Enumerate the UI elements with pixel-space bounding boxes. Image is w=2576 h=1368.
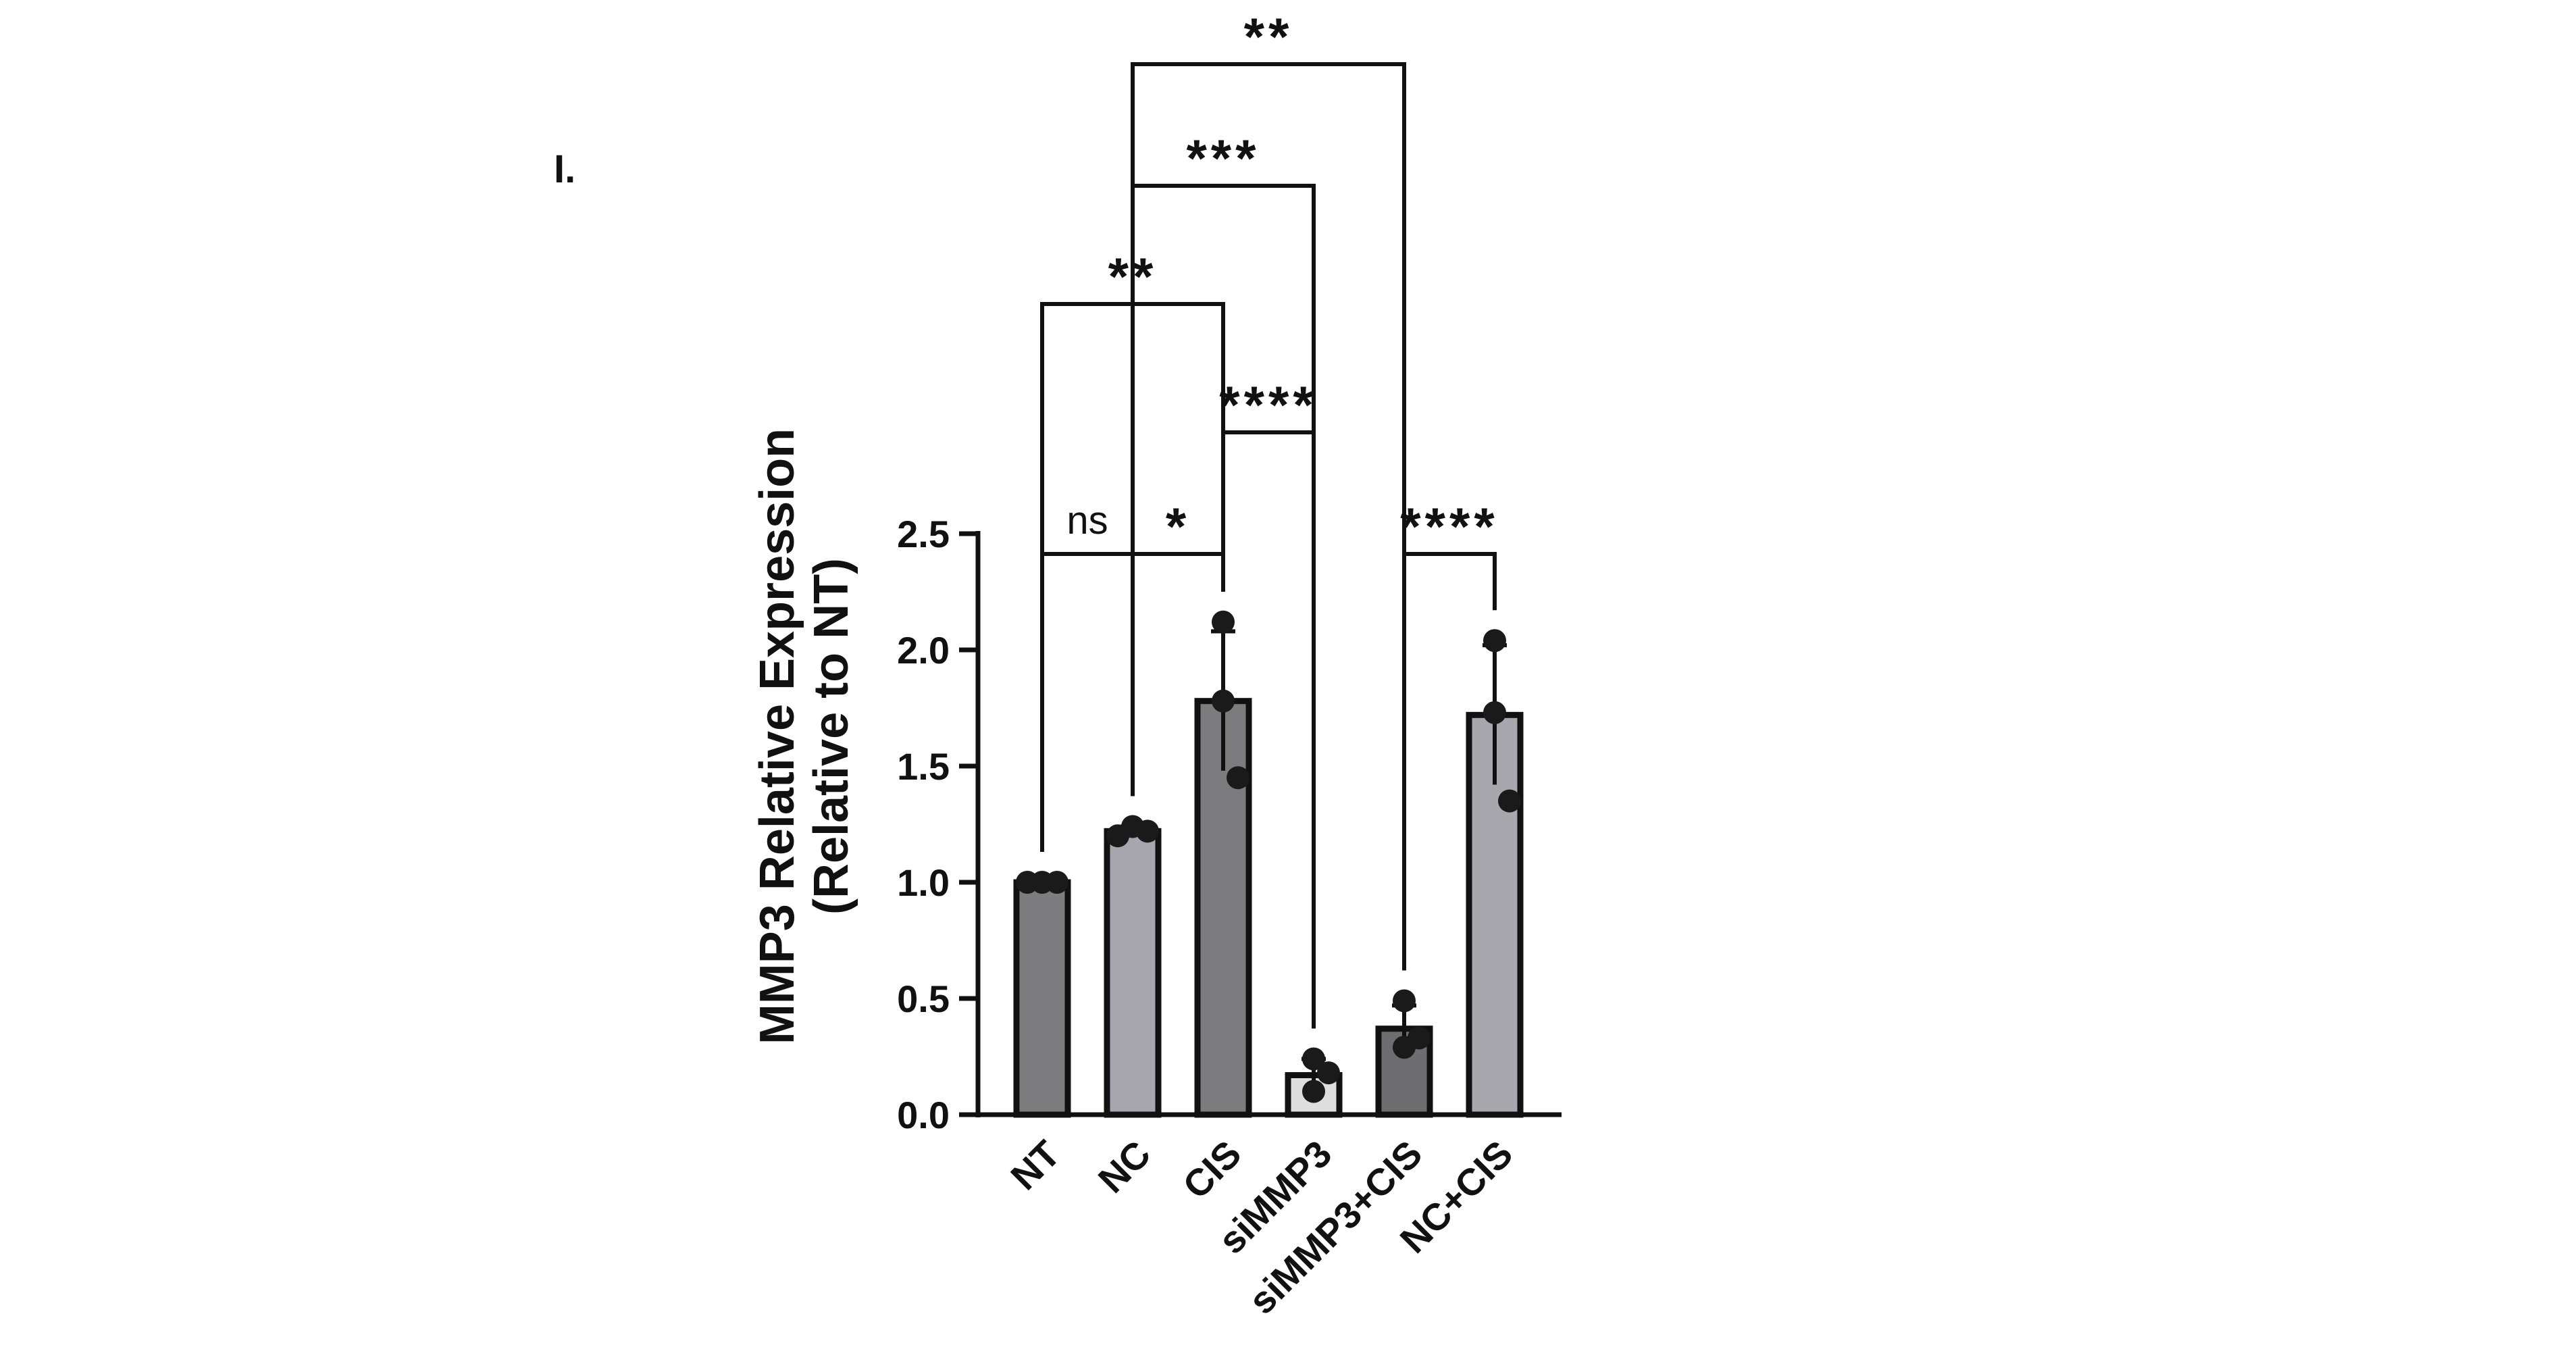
data-point-NC+CIS-1 [1483, 629, 1506, 653]
x-tick-label: NC [1090, 1132, 1159, 1201]
data-point-NC+CIS-2 [1483, 701, 1506, 724]
data-point-NT-3 [1046, 871, 1068, 894]
data-point-siMMP3+CIS-1 [1393, 989, 1416, 1013]
significance-label: * [1166, 497, 1190, 556]
data-point-siMMP3-2 [1302, 1080, 1325, 1103]
points-layer [1016, 610, 1521, 1103]
significance-label: ns [1066, 499, 1108, 542]
significance-label: **** [1400, 497, 1498, 556]
significance-label: **** [1219, 375, 1317, 434]
y-tick-label: 2.5 [897, 513, 950, 555]
bar-NC [1104, 828, 1162, 1118]
data-point-CIS-3 [1227, 766, 1250, 790]
data-point-siMMP3+CIS-3 [1408, 1026, 1431, 1050]
panel-label: I. [554, 147, 575, 191]
significance-bracket [1040, 552, 1135, 852]
data-point-siMMP3-3 [1317, 1061, 1340, 1085]
y-tick-label: 1.0 [897, 861, 950, 904]
x-tick-label: NT [1002, 1132, 1068, 1198]
bars-layer [1013, 698, 1524, 1118]
data-point-CIS-1 [1212, 610, 1235, 634]
y-axis-label-line2: (Relative to NT) [804, 558, 858, 915]
y-tick-label: 0.0 [897, 1094, 950, 1136]
bar-NT [1013, 879, 1071, 1118]
data-point-siMMP3-1 [1302, 1047, 1325, 1071]
data-point-NC+CIS-3 [1498, 789, 1521, 813]
y-tick-label: 2.0 [897, 629, 950, 672]
data-point-NC-3 [1136, 819, 1159, 843]
significance-bracket [1131, 62, 1406, 971]
bar-NC+CIS [1466, 711, 1524, 1118]
y-tick-label: 1.5 [897, 745, 950, 788]
y-tick-label: 0.5 [897, 978, 950, 1020]
significance-label: *** [1186, 128, 1260, 188]
significance-label: ** [1244, 7, 1293, 66]
significance-layer: ns * *************** [1040, 7, 1498, 1029]
data-point-CIS-2 [1212, 689, 1235, 713]
x-tick-label: CIS [1175, 1132, 1250, 1207]
y-axis-label-line1: MMP3 Relative Expression [750, 428, 804, 1044]
